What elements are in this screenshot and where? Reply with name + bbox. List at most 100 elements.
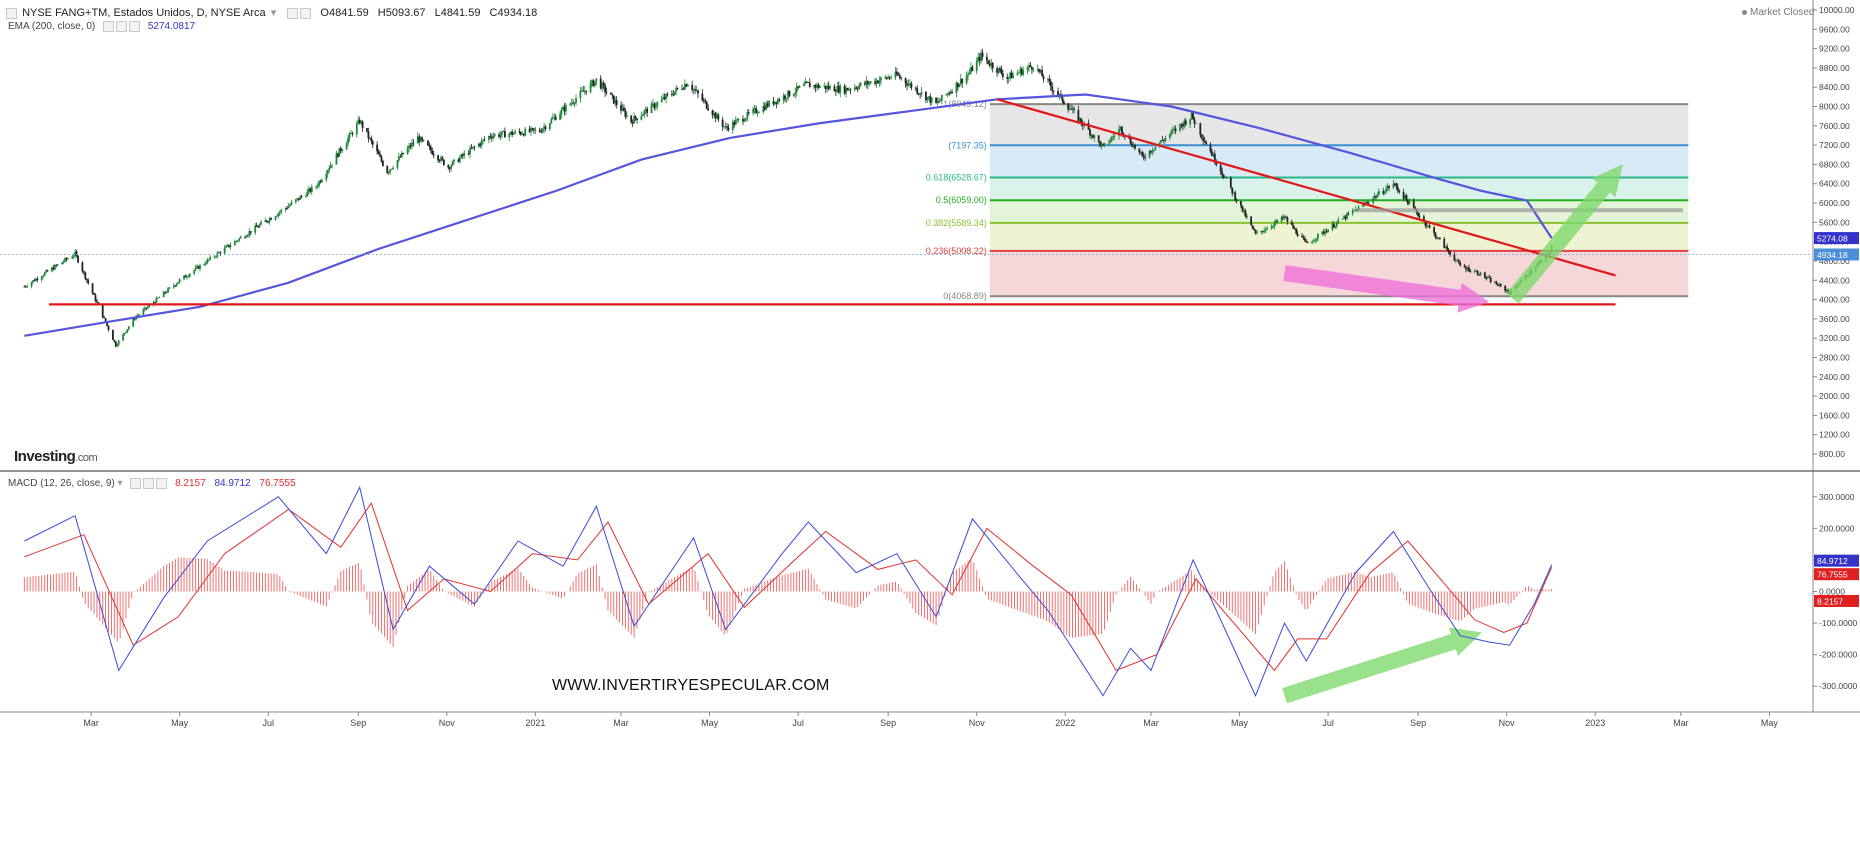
- candle: [1151, 147, 1154, 156]
- settings-icon[interactable]: [143, 478, 155, 489]
- candle-body: [1231, 187, 1234, 194]
- candle: [1073, 106, 1075, 114]
- drawing-tools[interactable]: [49, 98, 1683, 710]
- candle-body: [310, 186, 313, 192]
- candle-body: [594, 81, 596, 86]
- candle-body: [1407, 199, 1409, 205]
- candle-body: [489, 136, 492, 137]
- candle-body: [1337, 219, 1340, 223]
- candle: [1029, 62, 1032, 68]
- candle: [997, 67, 1000, 75]
- candle-body: [641, 114, 644, 116]
- candle: [591, 79, 593, 88]
- price-tick-label: 4400.00: [1819, 275, 1850, 285]
- candle-body: [1325, 231, 1328, 233]
- green-arrow[interactable]: [1501, 155, 1635, 308]
- candle-body: [204, 263, 207, 265]
- candle-body: [477, 143, 480, 147]
- settings-icon[interactable]: [300, 7, 312, 19]
- candle: [107, 325, 110, 332]
- close-icon[interactable]: [156, 478, 168, 489]
- candle-body: [695, 90, 698, 92]
- candle-body: [880, 77, 882, 81]
- candle: [766, 100, 769, 108]
- candle: [705, 101, 708, 110]
- candle: [1089, 128, 1091, 139]
- candle: [633, 112, 636, 124]
- candle-body: [785, 98, 788, 100]
- eye-icon[interactable]: [287, 7, 299, 19]
- candle-body: [684, 84, 686, 90]
- candle: [1112, 132, 1115, 141]
- close-icon[interactable]: [129, 21, 141, 32]
- candle: [1418, 212, 1421, 219]
- candle-body: [223, 247, 226, 254]
- chevron-down-icon[interactable]: ▾: [270, 7, 277, 19]
- candle-body: [1221, 171, 1223, 175]
- candle: [990, 58, 993, 70]
- candle: [887, 74, 890, 80]
- candle-body: [704, 100, 707, 102]
- candle-body: [682, 88, 685, 90]
- candle-body: [788, 90, 791, 97]
- candle-body: [634, 116, 637, 119]
- eye-icon[interactable]: [130, 478, 142, 489]
- candle-body: [1479, 272, 1482, 276]
- macd-green-arrow[interactable]: [1280, 618, 1487, 710]
- candle: [996, 66, 998, 77]
- candle-body: [377, 151, 380, 155]
- candle: [186, 274, 188, 280]
- candle-body: [866, 81, 869, 85]
- downtrend-line[interactable]: [996, 98, 1616, 277]
- candle: [196, 263, 198, 269]
- candle-body: [621, 107, 624, 111]
- candle-body: [117, 340, 120, 345]
- candle-body: [592, 80, 595, 86]
- candle: [958, 83, 961, 88]
- price-tick-label: 6400.00: [1819, 179, 1850, 189]
- candle-body: [35, 278, 37, 282]
- candle-body: [480, 140, 483, 146]
- candle-body: [1189, 119, 1192, 125]
- candle: [307, 185, 310, 195]
- candle: [1303, 235, 1306, 243]
- price-axis[interactable]: 10000.009600.009200.008800.008400.008000…: [0, 0, 1860, 712]
- candle-body: [1423, 216, 1425, 221]
- candle: [225, 244, 228, 248]
- candle: [62, 259, 65, 265]
- candle-body: [1473, 271, 1476, 273]
- candle: [836, 82, 839, 93]
- candle: [514, 129, 516, 135]
- candle-body: [1498, 284, 1501, 286]
- candle: [84, 271, 87, 281]
- collapse-icon[interactable]: [6, 7, 17, 19]
- candle-body: [183, 275, 185, 280]
- price-badge-text: 4934.18: [1817, 250, 1848, 260]
- candle: [663, 93, 666, 101]
- candle-body: [541, 129, 544, 133]
- candle: [1449, 250, 1451, 257]
- candle-body: [772, 100, 775, 105]
- candle: [167, 286, 169, 294]
- time-axis[interactable]: Mar May Jul Sep Nov 2021 Mar May Jul Sep Nov 2022 Ma…: [0, 711, 1860, 862]
- chevron-down-icon[interactable]: ▾: [117, 478, 123, 490]
- pink-arrow[interactable]: [1282, 258, 1491, 317]
- candle-body: [1051, 86, 1054, 91]
- candle: [726, 123, 728, 132]
- macd-tick-label: 0.0000: [1819, 587, 1845, 597]
- candle: [1436, 236, 1438, 240]
- candle: [775, 101, 778, 109]
- candle: [432, 151, 435, 159]
- candle: [1282, 214, 1284, 220]
- candle: [1163, 138, 1165, 144]
- candle-body: [432, 154, 435, 156]
- candle-body: [654, 105, 657, 108]
- candle: [684, 79, 686, 91]
- candle-body: [721, 119, 724, 127]
- candle: [670, 90, 673, 97]
- candle: [585, 90, 588, 96]
- settings-icon[interactable]: [116, 21, 128, 32]
- candle: [145, 307, 148, 311]
- eye-icon[interactable]: [103, 21, 115, 32]
